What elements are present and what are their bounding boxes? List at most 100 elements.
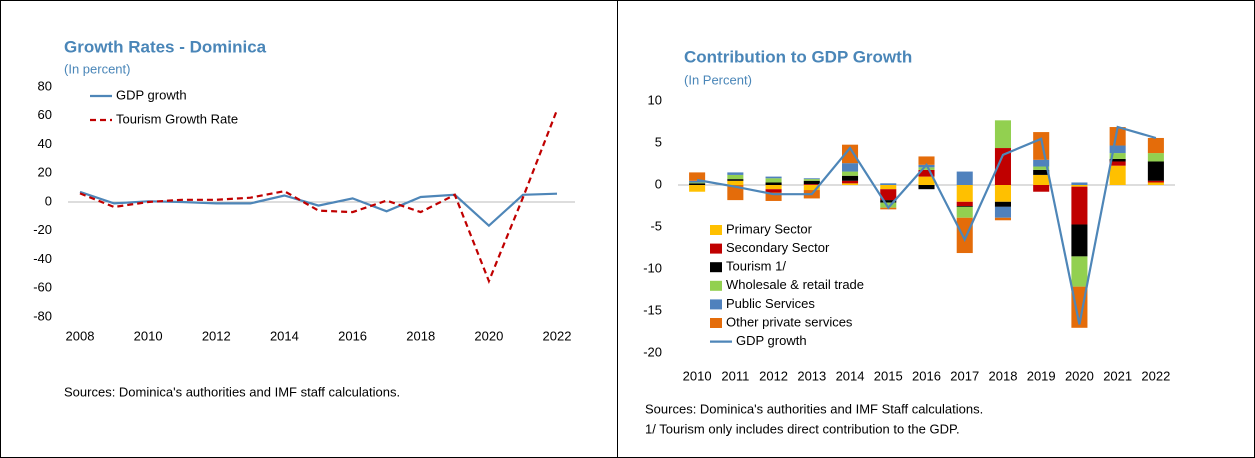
- bar: [956, 206, 973, 218]
- x-tick-label: 2020: [1065, 368, 1094, 383]
- legend-label: Tourism Growth Rate: [116, 111, 238, 126]
- series-line: [79, 109, 559, 285]
- x-tick-label: 2018: [406, 328, 435, 343]
- x-tick-label: 2016: [912, 368, 941, 383]
- x-tick-label: 2014: [836, 368, 865, 383]
- bar: [765, 192, 782, 201]
- x-tick-label: 2008: [66, 328, 95, 343]
- bar: [765, 185, 782, 190]
- x-tick-label: 2021: [1103, 368, 1132, 383]
- legend-swatch: [710, 243, 722, 254]
- bar: [842, 183, 859, 185]
- bar: [1071, 186, 1088, 225]
- bar: [1071, 256, 1088, 287]
- x-tick-label: 2012: [759, 368, 788, 383]
- bar: [765, 182, 782, 185]
- x-tick-label: 2016: [338, 328, 367, 343]
- bar: [803, 180, 820, 185]
- legend-label: Tourism 1/: [726, 259, 786, 274]
- bar: [1109, 158, 1126, 162]
- bar: [1033, 166, 1050, 170]
- chart-subtitle: (In Percent): [684, 72, 752, 87]
- bar: [956, 206, 973, 207]
- bar: [918, 185, 935, 190]
- bar: [727, 172, 744, 175]
- bar: [918, 167, 935, 170]
- bar: [689, 182, 706, 184]
- bar: [689, 172, 706, 181]
- source: Sources: Dominica's authorities and IMF …: [64, 384, 400, 399]
- bar: [880, 200, 897, 203]
- y-tick-label: -20: [643, 344, 662, 359]
- bar: [842, 144, 859, 164]
- bar: [842, 180, 859, 184]
- bar: [956, 201, 973, 206]
- legend-swatch: [710, 262, 722, 273]
- bar: [956, 171, 973, 185]
- bar: [842, 175, 859, 181]
- bar: [918, 169, 935, 177]
- y-tick-label: -15: [643, 302, 662, 317]
- bar: [1147, 180, 1164, 183]
- bar: [1071, 182, 1088, 185]
- bar: [1109, 161, 1126, 166]
- bar: [1147, 153, 1164, 162]
- bar: [1033, 169, 1050, 175]
- bar: [1109, 165, 1126, 185]
- bar: [1109, 153, 1126, 159]
- bar: [803, 178, 820, 180]
- legend-label: Public Services: [726, 296, 815, 311]
- y-tick-label: -20: [33, 222, 52, 237]
- y-tick-label: 0: [655, 176, 662, 191]
- x-tick-label: 2011: [721, 368, 749, 383]
- y-tick-label: -60: [33, 280, 52, 295]
- legend-swatch: [710, 299, 722, 310]
- x-tick-label: 2014: [270, 328, 299, 343]
- bar: [689, 185, 706, 192]
- x-tick-label: 2010: [134, 328, 163, 343]
- bar: [727, 180, 744, 185]
- bar: [956, 185, 973, 202]
- bar: [1109, 145, 1126, 154]
- bar: [994, 206, 1011, 218]
- legend-label: GDP growth: [116, 87, 187, 102]
- bar: [880, 185, 897, 190]
- bar: [1147, 137, 1164, 154]
- y-tick-label: 40: [38, 136, 52, 151]
- legend-swatch: [710, 225, 722, 235]
- bar: [689, 183, 706, 185]
- bar: [727, 179, 744, 181]
- bar: [994, 120, 1011, 149]
- bar: [1033, 132, 1050, 160]
- legend-label: Other private services: [726, 314, 853, 329]
- y-tick-label: 20: [38, 165, 52, 180]
- chart-subtitle: (In percent): [64, 61, 130, 76]
- y-tick-label: -80: [33, 308, 52, 323]
- bar: [1071, 185, 1088, 187]
- bar: [1033, 174, 1050, 185]
- y-tick-label: 0: [45, 193, 52, 208]
- bar: [842, 163, 859, 172]
- x-tick-label: 2022: [1141, 368, 1170, 383]
- bar: [994, 201, 1011, 207]
- x-tick-label: 2012: [202, 328, 231, 343]
- y-tick-label: 80: [38, 78, 52, 93]
- legend-label: Secondary Sector: [726, 240, 830, 255]
- x-tick-label: 2013: [797, 368, 826, 383]
- bar: [1033, 185, 1050, 192]
- bar: [1033, 159, 1050, 167]
- legend-label: Primary Sector: [726, 221, 813, 236]
- x-tick-label: 2015: [874, 368, 903, 383]
- bar: [842, 171, 859, 176]
- bar: [880, 183, 897, 185]
- x-tick-label: 2020: [474, 328, 503, 343]
- bar: [803, 179, 820, 181]
- y-tick-label: 60: [38, 107, 52, 122]
- bar: [880, 189, 897, 201]
- x-tick-label: 2017: [950, 368, 979, 383]
- x-tick-label: 2010: [683, 368, 712, 383]
- source: Sources: Dominica's authorities and IMF …: [645, 401, 983, 416]
- y-tick-label: -10: [643, 260, 662, 275]
